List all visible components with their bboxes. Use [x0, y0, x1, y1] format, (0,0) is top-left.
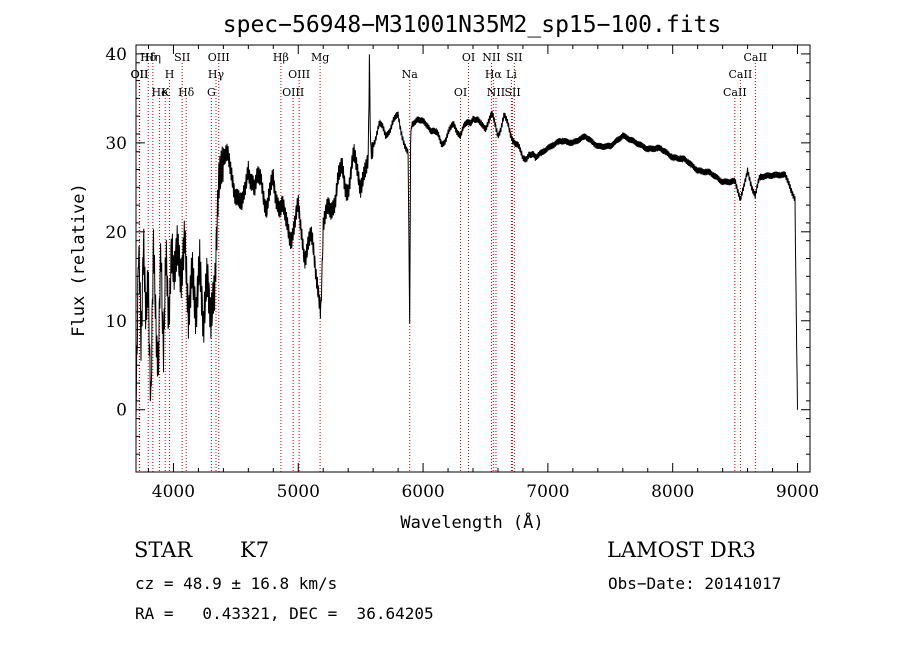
spectral-line-label: OII	[131, 68, 149, 81]
y-tick-label: 40	[105, 45, 127, 65]
spectral-line-label: Mg	[311, 51, 329, 64]
y-axis-label: Flux (relative)	[69, 183, 89, 337]
spectral-line-label: SII	[504, 86, 520, 99]
spectral-line-label: Na	[402, 68, 419, 81]
spectral-line-label: Li	[506, 68, 517, 81]
spectral-line-label: He	[152, 86, 168, 99]
spectral-line-label: Hδ	[178, 86, 195, 99]
coordinates: RA = 0.43321, DEC = 36.64205	[135, 604, 434, 623]
axis-ticks: 4000 5000 6000 7000 8000 9000 0 10 20 30 40	[105, 45, 819, 502]
spectral-line-label: K	[161, 86, 170, 99]
x-tick-label: 9000	[776, 482, 819, 502]
y-tick-label: 10	[105, 312, 127, 332]
spectral-line-label: SII	[174, 51, 190, 64]
spectral-line-label: OIII	[208, 51, 230, 64]
spectral-line-label: CaII	[743, 51, 767, 64]
spectral-line-labels: HδOIIHeHηOIIKSIIHHδOIIIHγGHβOIIIOIIIMgNa…	[131, 51, 768, 99]
object-class: STAR	[134, 538, 193, 562]
spectral-line-label: SII	[506, 51, 522, 64]
spectral-line-label: OIII	[288, 68, 310, 81]
plot-frame	[135, 44, 811, 473]
redshift-velocity: cz = 48.9 ± 16.8 km/s	[135, 574, 338, 593]
x-tick-label: 6000	[401, 482, 444, 502]
spectral-line-label: NII	[487, 86, 505, 99]
survey-name: LAMOST DR3	[607, 538, 756, 562]
y-tick-label: 0	[116, 401, 127, 421]
spectral-line-label: OI	[462, 51, 475, 64]
spectral-line-label: OI	[454, 86, 467, 99]
spectral-line-label: CaII	[729, 68, 753, 81]
spectral-line-markers	[138, 63, 756, 472]
spectral-line-label: Hβ	[273, 51, 289, 64]
spectral-line-label: CaII	[723, 86, 747, 99]
spectral-line-label: OIII	[282, 86, 304, 99]
spectral-line-label: H	[165, 68, 175, 81]
x-tick-label: 4000	[152, 482, 195, 502]
x-tick-label: 7000	[526, 482, 569, 502]
spectral-line-label: OII	[131, 68, 149, 81]
y-tick-label: 30	[105, 134, 127, 154]
y-tick-label: 20	[105, 223, 127, 243]
spectral-line-label: Hγ	[208, 68, 225, 81]
spectral-line-label: NII	[482, 51, 500, 64]
chart-title: spec−56948−M31001N35M2_sp15−100.fits	[223, 12, 722, 38]
spectrum-series-line	[135, 54, 798, 420]
x-tick-label: 5000	[277, 482, 320, 502]
spectral-line-label: G	[207, 86, 216, 99]
spectral-line-label: Hη	[145, 51, 161, 64]
object-subclass: K7	[240, 538, 270, 562]
spectral-line-label: Hδ	[140, 51, 157, 64]
x-tick-label: 8000	[651, 482, 694, 502]
x-axis-label: Wavelength (Å)	[400, 511, 543, 533]
observation-date: Obs−Date: 20141017	[608, 574, 782, 593]
spectral-line-label: Hα	[485, 68, 503, 81]
